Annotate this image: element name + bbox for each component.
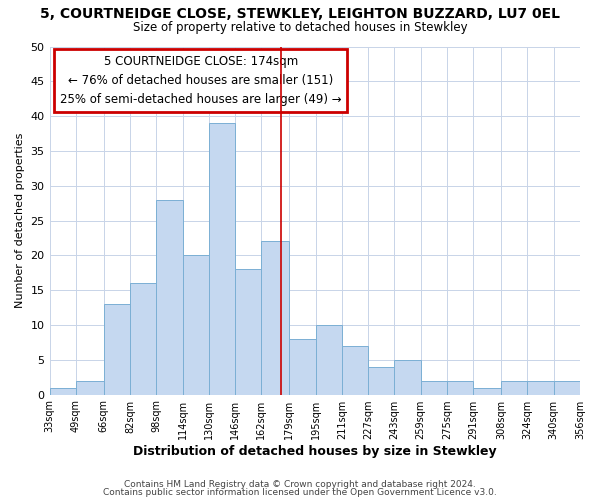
Bar (289, 339, 316, 394)
Bar (182, 256, 209, 394)
Bar (554, 380, 580, 394)
Text: Size of property relative to detached houses in Stewkley: Size of property relative to detached ho… (133, 21, 467, 34)
Text: 5, COURTNEIDGE CLOSE, STEWKLEY, LEIGHTON BUZZARD, LU7 0EL: 5, COURTNEIDGE CLOSE, STEWKLEY, LEIGHTON… (40, 8, 560, 22)
Bar (342, 346, 368, 395)
Bar (527, 380, 554, 394)
Text: Contains public sector information licensed under the Open Government Licence v3: Contains public sector information licen… (103, 488, 497, 497)
Bar (235, 270, 262, 394)
Text: Contains HM Land Registry data © Crown copyright and database right 2024.: Contains HM Land Registry data © Crown c… (124, 480, 476, 489)
Bar (447, 380, 473, 394)
Bar (473, 388, 501, 394)
Bar (262, 242, 289, 394)
Bar (104, 304, 130, 394)
Bar (130, 283, 156, 395)
Bar (50, 388, 76, 394)
Bar (421, 380, 447, 394)
Bar (156, 200, 182, 394)
X-axis label: Distribution of detached houses by size in Stewkley: Distribution of detached houses by size … (133, 444, 497, 458)
Bar (394, 360, 421, 394)
Bar (368, 366, 394, 394)
Y-axis label: Number of detached properties: Number of detached properties (15, 133, 25, 308)
Bar (76, 380, 104, 394)
Bar (316, 325, 342, 394)
Text: 5 COURTNEIDGE CLOSE: 174sqm
← 76% of detached houses are smaller (151)
25% of se: 5 COURTNEIDGE CLOSE: 174sqm ← 76% of det… (60, 55, 341, 106)
Bar (209, 123, 235, 394)
Bar (501, 380, 527, 394)
